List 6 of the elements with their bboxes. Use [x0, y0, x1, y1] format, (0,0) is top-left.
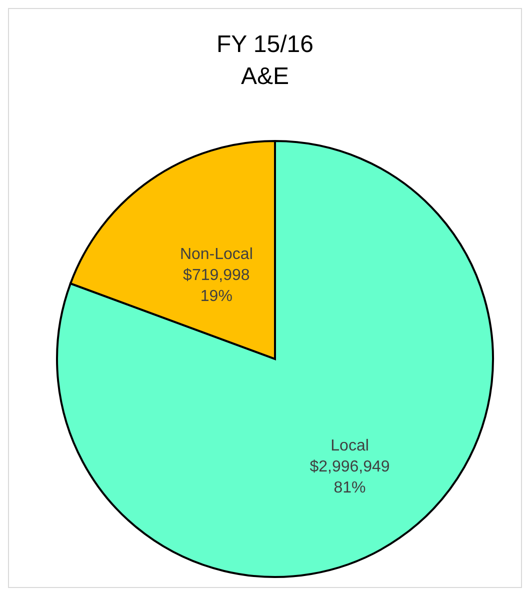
pie-slice: [56, 140, 494, 578]
data-label: $2,996,949 81%: [310, 458, 390, 496]
slice-label: Local: [330, 436, 369, 454]
data-label: $719,998 19%: [183, 266, 250, 304]
chart-title: FY 15/16 A&E: [216, 30, 314, 92]
slice-label: Non-Local: [180, 245, 253, 262]
